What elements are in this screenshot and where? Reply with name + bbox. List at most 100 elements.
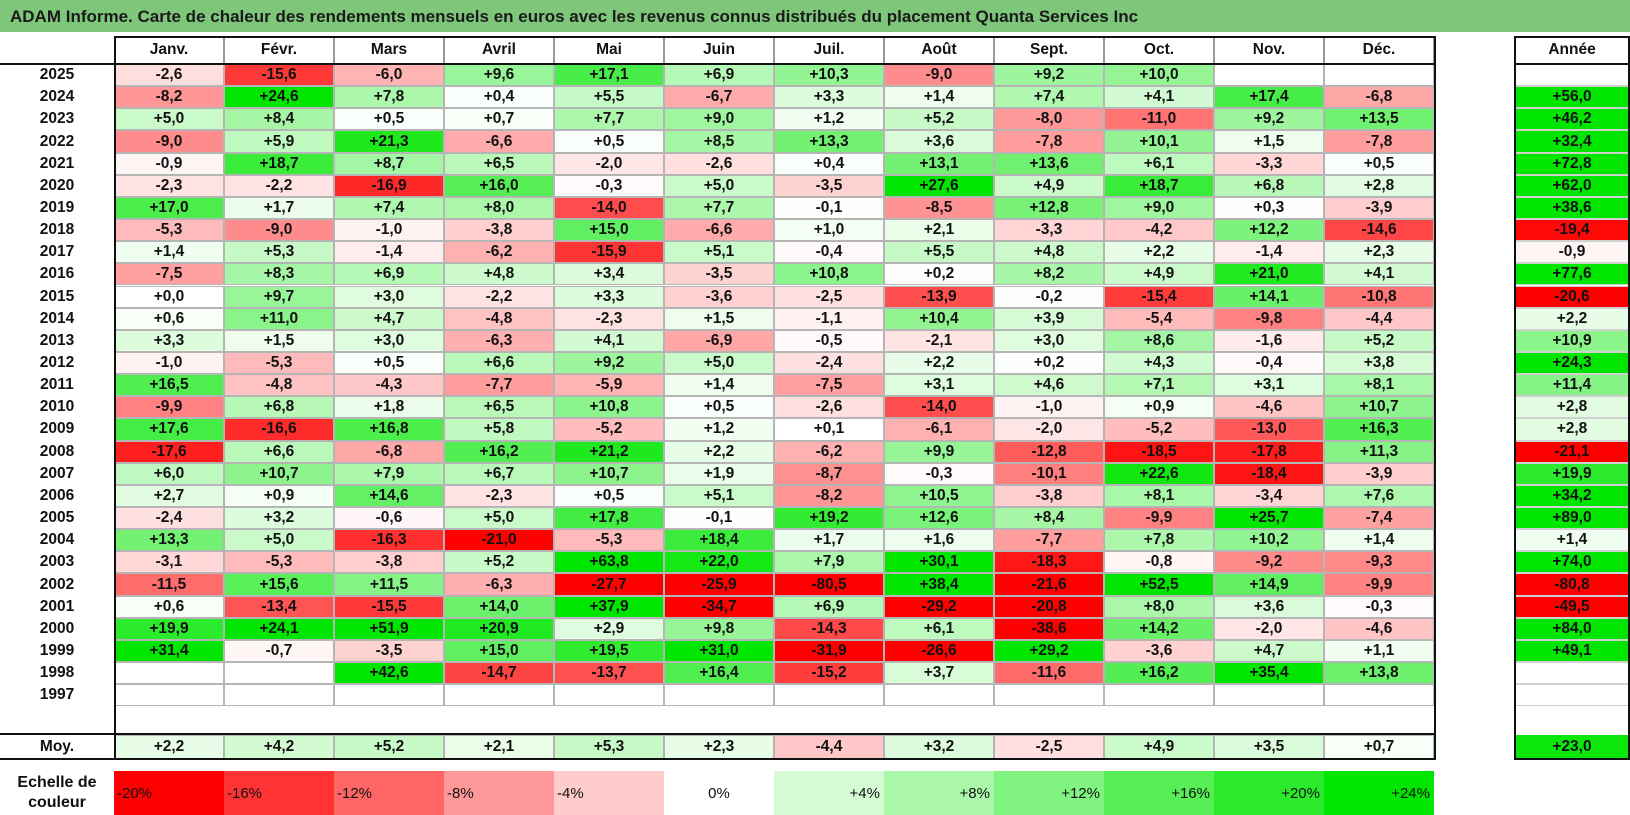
heatmap-cell: +3,8 — [1324, 351, 1434, 375]
heatmap-cell: -1,0 — [114, 351, 224, 375]
heatmap-cell: +0,2 — [994, 351, 1104, 375]
heatmap-cell: -17,8 — [1214, 440, 1324, 463]
heatmap-cell: +19,9 — [114, 617, 224, 640]
heatmap-cell: +5,0 — [664, 351, 774, 375]
heatmap-cell: +1,1 — [1324, 639, 1434, 663]
heatmap-cell: -27,7 — [554, 573, 664, 596]
heatmap-cell: +17,6 — [114, 418, 224, 441]
annual-cell: +89,0 — [1514, 507, 1630, 530]
heatmap-cell: +18,7 — [224, 152, 334, 175]
heatmap-cell: -25,9 — [664, 573, 774, 596]
heatmap-cell: +8,4 — [994, 507, 1104, 530]
heatmap-cell: +4,8 — [994, 241, 1104, 264]
heatmap-cell: +10,0 — [1104, 64, 1214, 87]
annual-cell: +19,9 — [1514, 462, 1630, 485]
column-header: Déc. — [1324, 36, 1434, 64]
heatmap-cell: -2,4 — [774, 351, 884, 375]
heatmap-cell — [1324, 684, 1434, 707]
heatmap-cell: -16,6 — [224, 418, 334, 441]
row-year-label: 2002 — [39, 575, 75, 593]
heatmap-cell: +7,8 — [1104, 529, 1214, 552]
heatmap-cell: -15,4 — [1104, 285, 1214, 308]
heatmap-cell: +9,7 — [224, 285, 334, 308]
heatmap-cell: -4,8 — [444, 307, 554, 330]
heatmap-cell: -5,9 — [554, 374, 664, 397]
heatmap-cell: +6,5 — [444, 152, 554, 175]
heatmap-cell: +6,9 — [664, 64, 774, 87]
heatmap-cell — [1104, 684, 1214, 707]
heatmap-cell: -7,5 — [774, 374, 884, 397]
heatmap-cell: -3,8 — [994, 484, 1104, 507]
heatmap-cell — [774, 684, 884, 707]
heatmap-cell: -8,5 — [884, 196, 994, 220]
column-header: Mai — [554, 36, 664, 64]
heatmap-cell: -3,3 — [1214, 152, 1324, 175]
heatmap-cell: +10,8 — [774, 263, 884, 286]
heatmap-cell: +0,7 — [444, 108, 554, 131]
heatmap-cell: +1,8 — [334, 396, 444, 419]
heatmap-cell: +25,7 — [1214, 507, 1324, 530]
row-year-label: 2000 — [39, 619, 75, 637]
heatmap-cell: -14,0 — [884, 396, 994, 419]
heatmap-cell: +10,3 — [774, 64, 884, 87]
heatmap-cell: -0,4 — [774, 241, 884, 264]
heatmap-cell: +1,5 — [224, 329, 334, 352]
heatmap-cell: +0,6 — [114, 307, 224, 330]
color-scale-label-line1: Echelle de — [17, 774, 97, 791]
heatmap-cell: +22,0 — [664, 551, 774, 574]
heatmap-cell: +12,6 — [884, 507, 994, 530]
heatmap-cell: +4,1 — [1104, 86, 1214, 109]
heatmap-cell: +16,0 — [444, 174, 554, 197]
heatmap-cell: +14,0 — [444, 595, 554, 618]
heatmap-cell: -9,9 — [1104, 507, 1214, 530]
heatmap-cell: +3,1 — [1214, 374, 1324, 397]
color-scale-swatch: 0% — [664, 771, 774, 815]
heatmap-cell: -3,6 — [1104, 639, 1214, 663]
heatmap-cell: +4,1 — [554, 329, 664, 352]
row-year-label: 2015 — [39, 287, 75, 305]
heatmap-cell: +8,2 — [994, 263, 1104, 286]
heatmap-cell: -16,9 — [334, 174, 444, 197]
heatmap-cell: -5,3 — [114, 219, 224, 242]
heatmap-cell: +8,0 — [1104, 595, 1214, 618]
heatmap-cell: +3,4 — [554, 263, 664, 286]
average-annual-cell: +23,0 — [1514, 735, 1630, 759]
heatmap-cell: +1,9 — [664, 462, 774, 485]
row-year-label: 2022 — [39, 132, 75, 150]
average-separator-top — [0, 733, 1436, 735]
heatmap-cell: -5,3 — [224, 351, 334, 375]
annual-cell — [1514, 684, 1630, 707]
heatmap-cell: +17,0 — [114, 196, 224, 220]
average-row-label: Moy. — [39, 738, 75, 755]
heatmap-cell: +1,0 — [774, 219, 884, 242]
annual-cell: +74,0 — [1514, 551, 1630, 574]
header-separator — [0, 63, 1436, 65]
color-scale-swatch: -4% — [554, 771, 664, 815]
heatmap-cell: -16,3 — [334, 529, 444, 552]
heatmap-cell: +42,6 — [334, 662, 444, 685]
heatmap-cell — [884, 684, 994, 707]
heatmap-cell: +17,4 — [1214, 86, 1324, 109]
annual-cell: +11,4 — [1514, 374, 1630, 397]
heatmap-cell: -2,1 — [884, 329, 994, 352]
heatmap-cell: -0,6 — [334, 507, 444, 530]
heatmap-cell — [1214, 684, 1324, 707]
heatmap-cell: -6,0 — [334, 64, 444, 87]
heatmap-cell: +5,8 — [444, 418, 554, 441]
heatmap-cell: +7,4 — [994, 86, 1104, 109]
average-cell: +3,2 — [884, 735, 994, 759]
annual-cell: +2,8 — [1514, 418, 1630, 441]
heatmap-cell: +15,6 — [224, 573, 334, 596]
heatmap-cell: -6,7 — [664, 86, 774, 109]
heatmap-cell: +7,6 — [1324, 484, 1434, 507]
heatmap-cell: +10,5 — [884, 484, 994, 507]
heatmap-cell: +0,5 — [334, 108, 444, 131]
heatmap-cell: -6,8 — [1324, 86, 1434, 109]
average-cell: +2,1 — [444, 735, 554, 759]
heatmap-cell: -6,2 — [444, 241, 554, 264]
heatmap-cell: +2,1 — [884, 219, 994, 242]
heatmap-cell: +3,6 — [884, 130, 994, 153]
heatmap-cell: -6,2 — [774, 440, 884, 463]
heatmap-cell: +15,0 — [444, 639, 554, 663]
heatmap-cell: +10,1 — [1104, 130, 1214, 153]
